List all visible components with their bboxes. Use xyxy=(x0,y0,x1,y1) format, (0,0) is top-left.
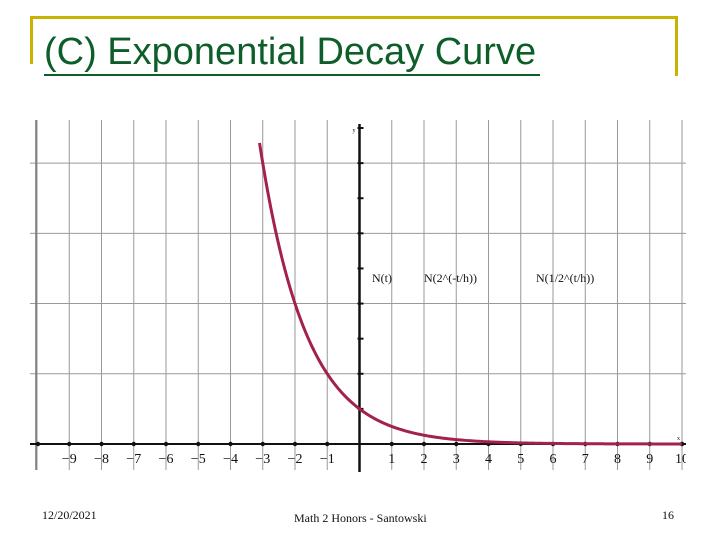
x-tick-label: −3 xyxy=(255,452,270,467)
x-tick-dot xyxy=(260,441,265,447)
x-tick-dot xyxy=(196,441,201,447)
x-tick-label: 5 xyxy=(517,452,524,467)
x-tick-label: 4 xyxy=(485,452,492,467)
x-tick-label: −8 xyxy=(94,452,109,467)
x-tick-label: 8 xyxy=(614,452,621,467)
x-tick-label: 10 xyxy=(675,452,686,467)
legend-entry: N(t) xyxy=(372,271,392,285)
x-tick-dot xyxy=(228,441,233,447)
x-tick-label: −4 xyxy=(223,452,238,467)
legend-entry: N(1/2^(t/h)) xyxy=(536,271,594,285)
x-axis-label: x xyxy=(677,436,680,442)
x-tick-dot xyxy=(67,441,72,447)
chart: x y −9 −8 −7 −6 −5 −4 −3 −2 −1 1 2 3 4 5 6 7 8 9 10 N(t) N(2… xyxy=(30,120,686,472)
x-tick-label: 6 xyxy=(550,452,557,467)
x-tick-label: 9 xyxy=(646,452,653,467)
frame-right-bar xyxy=(675,16,678,76)
slide-title: (C) Exponential Decay Curve xyxy=(44,30,541,76)
x-tick-label: 7 xyxy=(582,452,589,467)
x-tick-dot xyxy=(421,441,427,447)
x-tick-dot xyxy=(35,441,41,447)
y-axis-label: y xyxy=(353,128,356,134)
decay-curve xyxy=(258,142,683,446)
x-tick-dot xyxy=(131,441,136,447)
x-tick-label: 3 xyxy=(453,452,460,467)
x-tick-label: 2 xyxy=(421,452,428,467)
x-tick-label: −1 xyxy=(320,452,335,467)
footer-course: Math 2 Honors - Santowski xyxy=(294,511,427,525)
x-tick-dot xyxy=(99,441,104,447)
x-tick-dot xyxy=(292,441,298,447)
legend-entry: N(2^(-t/h)) xyxy=(424,271,477,285)
footer-date: 12/20/2021 xyxy=(42,508,97,522)
x-tick-dot xyxy=(325,441,330,447)
x-tick-label: −5 xyxy=(191,452,206,467)
frame-top-bar xyxy=(30,16,678,19)
page-number: 16 xyxy=(662,508,674,522)
x-tick-dot xyxy=(454,441,459,447)
x-tick-label: −2 xyxy=(288,452,303,467)
x-tick-label: 1 xyxy=(388,452,395,467)
x-tick-label: −7 xyxy=(126,452,141,467)
x-tick-label: −9 xyxy=(62,452,77,467)
x-tick-dot xyxy=(389,441,394,447)
x-tick-label: −6 xyxy=(159,452,174,467)
x-tick-dot xyxy=(163,441,169,447)
frame-left-bar xyxy=(30,16,33,64)
